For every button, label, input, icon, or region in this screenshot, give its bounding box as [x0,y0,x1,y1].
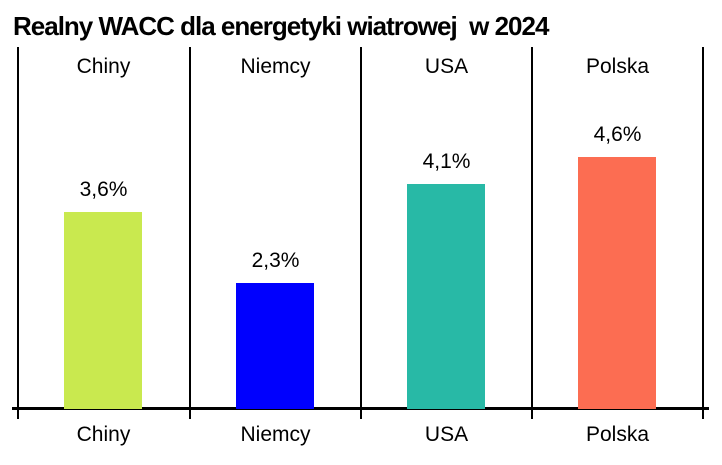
category-label-bottom: Polska [585,423,650,446]
chart-title: Realny WACC dla energetyki wiatrowej w 2… [13,11,549,41]
column-separator [360,47,362,409]
x-axis-line [12,407,709,410]
bar-usa [407,184,485,409]
axis-tick [189,410,191,419]
category-label-top: Chiny [76,55,131,78]
category-column-usa: USA 4,1% USA [361,0,532,465]
axis-tick [360,410,362,419]
column-separator [17,47,19,409]
column-separator [531,47,533,409]
category-label-top: USA [424,55,469,78]
bar-chiny [64,212,142,409]
bar-polska [578,157,656,409]
bar-niemcy [236,283,314,409]
column-separator [702,47,704,409]
axis-tick [531,410,533,419]
bar-value-label: 2,3% [251,249,300,272]
axis-tick [17,410,19,419]
column-separator [189,47,191,409]
category-label-bottom: Chiny [76,423,131,446]
axis-tick [702,410,704,419]
bar-value-label: 4,6% [593,123,642,146]
category-label-top: Niemcy [240,55,311,78]
category-label-top: Polska [585,55,650,78]
category-label-bottom: USA [424,423,469,446]
bar-value-label: 4,1% [422,150,471,173]
bar-value-label: 3,6% [79,178,128,201]
category-label-bottom: Niemcy [240,423,311,446]
category-column-niemcy: Niemcy 2,3% Niemcy [190,0,361,465]
category-column-polska: Polska 4,6% Polska [532,0,703,465]
category-column-chiny: Chiny 3,6% Chiny [18,0,189,465]
